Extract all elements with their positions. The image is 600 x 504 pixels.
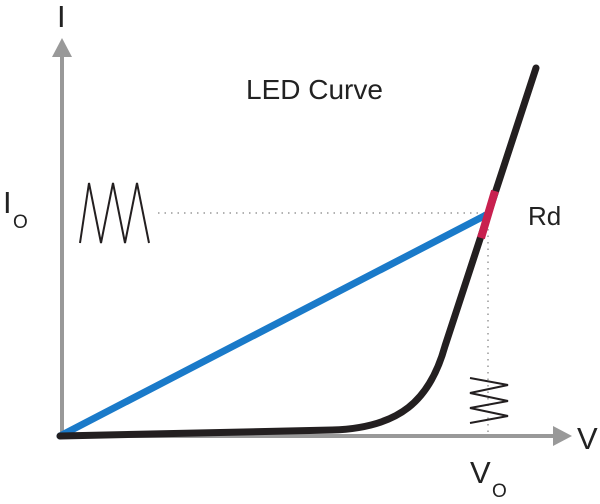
operating-current-label: I O <box>3 185 28 233</box>
operating-voltage-subscript: O <box>492 481 507 502</box>
dynamic-resistance-label: Rd <box>528 201 561 231</box>
current-ripple-waveform <box>79 182 150 244</box>
x-axis-arrowhead <box>553 426 572 446</box>
voltage-ripple-waveform <box>469 377 509 424</box>
operating-current-subscript: O <box>13 212 28 233</box>
x-axis-label: V <box>577 421 598 456</box>
load-line <box>56 210 492 440</box>
dynamic-resistance-segment <box>477 189 499 240</box>
y-axis-arrowhead <box>52 38 72 57</box>
chart-title: LED Curve <box>246 74 383 105</box>
led-iv-curve <box>56 64 540 440</box>
guide-lines <box>158 212 489 434</box>
operating-current-main: I <box>3 185 12 220</box>
y-axis-label: I <box>57 0 66 34</box>
operating-voltage-main: V <box>470 455 491 490</box>
operating-voltage-label: V O <box>470 455 507 502</box>
